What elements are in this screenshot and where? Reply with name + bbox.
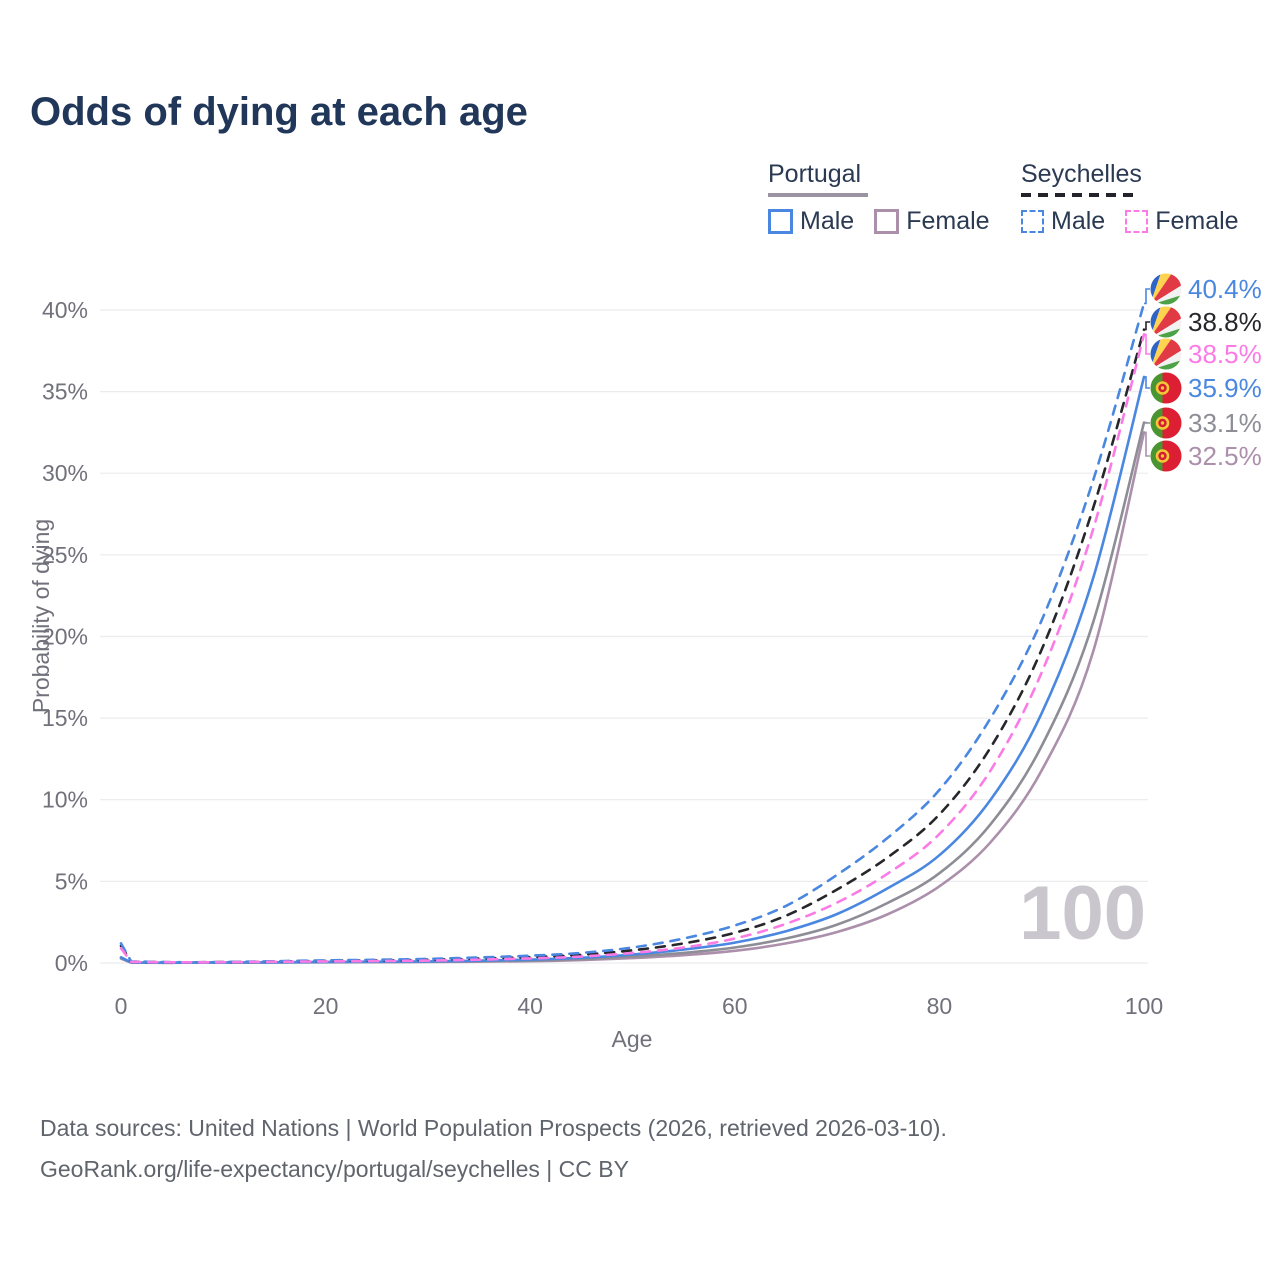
end-label-seychelles-female: 38.5%	[1188, 339, 1262, 369]
legend-item-seychelles-female[interactable]: Female	[1125, 207, 1239, 236]
y-tick-label: 15%	[42, 705, 88, 731]
age-counter-watermark: 100	[1019, 871, 1146, 956]
end-label-portugal-female: 32.5%	[1188, 441, 1262, 471]
legend-item-label: Male	[1051, 207, 1106, 235]
portugal-flag-icon	[1150, 407, 1182, 439]
series-line-portugal-female	[119, 431, 1146, 965]
leader-line-portugal-female	[1144, 431, 1150, 457]
y-tick-label: 35%	[42, 379, 88, 405]
leader-line-seychelles-all	[1144, 321, 1150, 331]
source-attribution: Data sources: United Nations | World Pop…	[40, 1108, 947, 1190]
leader-line-portugal-male	[1144, 376, 1150, 389]
portugal-male-swatch-icon	[768, 209, 793, 234]
y-tick-label: 40%	[42, 297, 88, 323]
x-tick-label: 80	[927, 993, 953, 1019]
seychelles-female-swatch-icon	[1125, 210, 1149, 233]
seychelles-flag-icon	[1150, 273, 1182, 305]
end-label-portugal-male: 35.9%	[1188, 373, 1262, 403]
end-label-portugal-all: 33.1%	[1188, 408, 1262, 438]
x-tick-label: 60	[722, 993, 748, 1019]
legend-group-seychelles: Seychelles Male Female	[1021, 160, 1259, 236]
page-title: Odds of dying at each age	[30, 90, 528, 134]
y-tick-label: 5%	[55, 868, 88, 894]
legend-country-label-portugal[interactable]: Portugal	[768, 160, 862, 188]
x-tick-label: 0	[115, 993, 128, 1019]
series-line-seychelles-all	[119, 328, 1146, 964]
leader-line-seychelles-male	[1144, 288, 1150, 305]
seychelles-flag-icon	[1150, 338, 1182, 370]
x-tick-label: 40	[517, 993, 543, 1019]
legend-item-label: Male	[800, 207, 855, 235]
data-sources-line: Data sources: United Nations | World Pop…	[40, 1115, 947, 1141]
portugal-flag-icon	[1150, 440, 1182, 472]
seychelles-line-style-swatch	[1021, 193, 1139, 197]
y-tick-label: 10%	[42, 787, 88, 813]
legend-item-portugal-male[interactable]: Male	[768, 207, 854, 236]
y-tick-label: 20%	[42, 624, 88, 650]
y-tick-label: 30%	[42, 460, 88, 486]
portugal-line-style-swatch	[768, 193, 868, 197]
y-tick-label: 0%	[55, 950, 88, 976]
y-tick-label: 25%	[42, 542, 88, 568]
legend-item-label: Female	[1155, 207, 1239, 235]
legend-group-portugal: Portugal Male Female	[768, 160, 1010, 236]
legend-country-label-seychelles[interactable]: Seychelles	[1021, 160, 1142, 188]
legend-item-label: Female	[906, 207, 990, 235]
legend-item-seychelles-male[interactable]: Male	[1021, 207, 1105, 236]
end-label-seychelles-male: 40.4%	[1188, 274, 1262, 304]
odds-of-dying-chart: 0% 5% 10% 15% 20% 25% 30% 35% 40% 0 20 40 60 80 100 40…	[42, 0, 1262, 1019]
gridlines: 0% 5% 10% 15% 20% 25% 30% 35% 40% 0 20 40 60 80 100	[42, 297, 1163, 1019]
portugal-flag-icon	[1150, 372, 1182, 404]
license-line[interactable]: GeoRank.org/life-expectancy/portugal/sey…	[40, 1156, 629, 1182]
end-labels: 40.4%38.8%38.5% 35.9% 33.1%32.5%	[1144, 273, 1262, 472]
end-label-seychelles-all: 38.8%	[1188, 307, 1262, 337]
series-lines	[119, 302, 1146, 965]
x-axis-title-text: Age	[611, 1026, 653, 1052]
series-line-portugal-male	[119, 375, 1146, 964]
series-line-seychelles-female	[119, 333, 1146, 964]
legend-item-portugal-female[interactable]: Female	[874, 207, 990, 236]
x-tick-label: 20	[313, 993, 339, 1019]
seychelles-male-swatch-icon	[1021, 210, 1044, 233]
series-line-seychelles-male	[119, 302, 1146, 964]
portugal-female-swatch-icon	[874, 209, 900, 234]
seychelles-flag-icon	[1150, 306, 1182, 338]
leader-line-seychelles-female	[1144, 333, 1150, 355]
x-tick-label: 100	[1125, 993, 1163, 1019]
x-axis-title: Age	[0, 1026, 1264, 1053]
